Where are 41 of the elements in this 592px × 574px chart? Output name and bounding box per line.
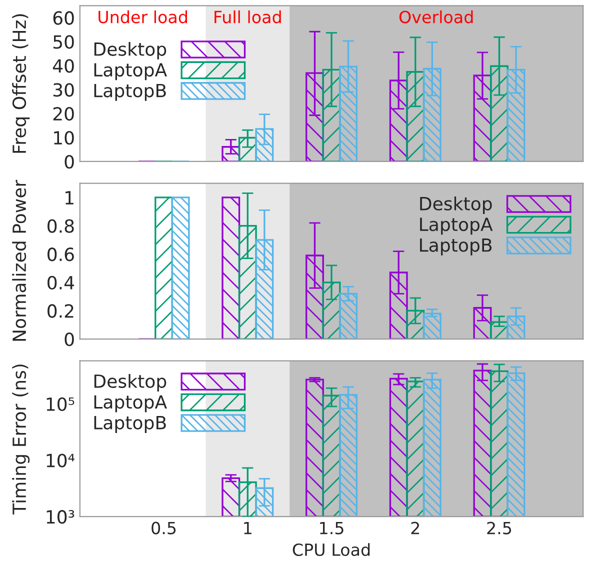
- y-tick-label: 40: [52, 59, 74, 73]
- y-tick-label: 1: [66, 191, 74, 204]
- x-tick-label: 0.5: [152, 522, 176, 534]
- band-label: Full load: [214, 10, 281, 24]
- y-tick-label: 0: [64, 154, 74, 169]
- legend-label: LaptopB: [94, 84, 166, 101]
- legend-label: LaptopA: [420, 218, 493, 235]
- band-label: Overload: [399, 10, 473, 24]
- x-tick-label: 1.5: [320, 522, 344, 534]
- legend-label: Desktop: [94, 42, 166, 60]
- legend-label: LaptopB: [420, 238, 492, 256]
- y-tick-label: 10³: [46, 510, 74, 524]
- y-tick-label: 0: [64, 332, 74, 346]
- y-tick-label: 20: [53, 107, 74, 121]
- annotation: Under load: [98, 10, 187, 24]
- y-tick-label: 30: [53, 83, 74, 97]
- bar: [422, 312, 442, 340]
- y-tick-label: 0.4: [48, 276, 74, 290]
- bar: [171, 196, 190, 340]
- y-tick-label: 10⁴: [46, 454, 74, 468]
- legend-label: LaptopB: [94, 416, 166, 433]
- x-tick-label: 1: [244, 522, 252, 534]
- y-tick-label: 10: [54, 130, 74, 145]
- y-tick-label: 0.6: [48, 248, 74, 262]
- x-tick-label: 2.5: [487, 522, 512, 534]
- y-axis-title: Timing Error (ns): [12, 364, 30, 514]
- y-tick-label: 60: [53, 11, 74, 25]
- legend-label: LaptopA: [94, 395, 167, 412]
- y-axis-title: Freq Offset (Hz): [12, 14, 30, 153]
- legend-label: Desktop: [94, 374, 166, 392]
- y-tick-label: 50: [53, 35, 74, 49]
- bar: [222, 196, 240, 340]
- y-tick-label: 10⁵: [46, 397, 74, 411]
- x-axis-title: CPU Load: [292, 543, 370, 556]
- legend-label: LaptopA: [94, 63, 167, 80]
- legend-label: Desktop: [420, 196, 492, 214]
- x-tick-label: 2: [411, 522, 420, 534]
- y-tick-label: 0.2: [48, 304, 74, 318]
- y-axis-title: Normalized Power: [12, 180, 26, 341]
- bar: [154, 196, 174, 340]
- y-tick-label: 0.8: [48, 219, 74, 233]
